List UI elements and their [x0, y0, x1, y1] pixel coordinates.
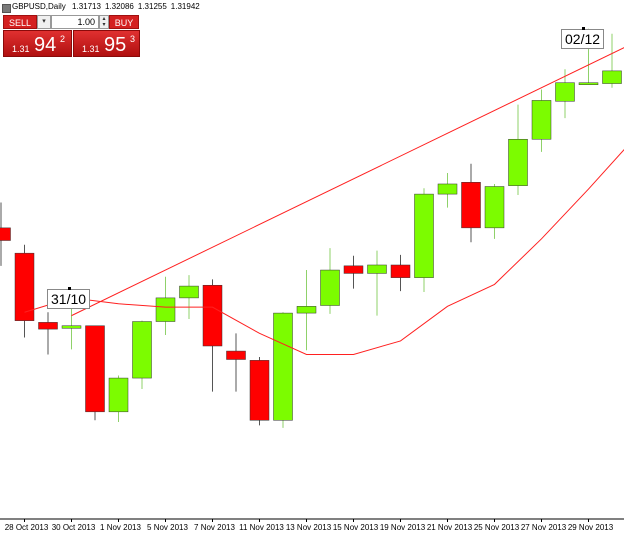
- buy-price-prefix: 1.31: [82, 44, 100, 54]
- candle-body: [343, 265, 364, 274]
- candle-body: [461, 182, 481, 229]
- x-tick-label: 11 Nov 2013: [239, 523, 284, 532]
- x-axis-labels: 28 Oct 2013 30 Oct 2013 1 Nov 2013 5 Nov 20…: [5, 519, 614, 532]
- candle-body: [249, 360, 270, 421]
- sell-price-fraction: 2: [60, 34, 66, 44]
- candle: [14, 244, 35, 338]
- candle: [414, 188, 434, 292]
- x-tick-label: 21 Nov 2013: [427, 523, 473, 532]
- candle: [226, 333, 246, 392]
- open-value: 1.31713: [72, 2, 101, 11]
- low-value: 1.31255: [137, 2, 167, 11]
- candle-body: [226, 350, 246, 360]
- candle: [249, 356, 270, 426]
- chart-symbol-icon: [2, 4, 11, 13]
- candle: [390, 254, 411, 292]
- moving-average-line: [24, 149, 624, 355]
- candle-body: [85, 325, 105, 413]
- candle: [38, 312, 58, 355]
- candle-body: [202, 284, 223, 347]
- sell-price-button[interactable]: 1.31 94 2: [3, 30, 72, 57]
- x-tick-label: 7 Nov 2013: [194, 523, 235, 532]
- candle: [61, 305, 82, 350]
- candle-body: [437, 183, 458, 195]
- candle-body: [555, 82, 575, 102]
- candle-body: [602, 70, 622, 84]
- candle: [85, 325, 105, 421]
- candle-body: [484, 186, 505, 229]
- date-annotation-right: 02/12: [561, 27, 605, 49]
- candle-body: [0, 227, 11, 241]
- candle-body: [414, 193, 434, 278]
- sell-price-pips: 94: [34, 34, 57, 56]
- candle: [602, 33, 622, 88]
- candle-body: [578, 82, 599, 85]
- candle: [461, 163, 481, 243]
- candle-body: [390, 264, 411, 278]
- candle: [179, 275, 199, 319]
- candle-body: [61, 325, 82, 329]
- x-tick-label: 28 Oct 2013: [5, 523, 49, 532]
- indicator-lines: [24, 47, 624, 355]
- candle: [367, 250, 387, 316]
- buy-price-pips: 95: [104, 34, 127, 56]
- candle-body: [273, 312, 293, 421]
- candle: [202, 279, 223, 392]
- candle: [108, 375, 129, 422]
- sell-button[interactable]: SELL: [3, 15, 37, 29]
- x-tick-label: 30 Oct 2013: [52, 523, 96, 532]
- candle-body: [296, 306, 317, 314]
- candle-body: [508, 138, 528, 186]
- x-tick-label: 13 Nov 2013: [286, 523, 332, 532]
- x-tick-label: 5 Nov 2013: [147, 523, 188, 532]
- candle-body: [14, 252, 35, 321]
- date-annotation-left: 31/10: [47, 287, 91, 309]
- candle-body: [155, 297, 176, 322]
- lot-dropdown-icon[interactable]: ▾: [37, 15, 51, 29]
- x-tick-label: 1 Nov 2013: [100, 523, 141, 532]
- trend-line: [71, 47, 624, 317]
- candle: [555, 69, 575, 119]
- close-value: 1.31942: [170, 2, 200, 11]
- candle-body: [132, 321, 152, 379]
- candle: [437, 173, 458, 208]
- candle: [155, 276, 176, 336]
- buy-price-button[interactable]: 1.31 95 3: [73, 30, 140, 57]
- buy-price-fraction: 3: [130, 34, 136, 44]
- high-value: 1.32086: [104, 2, 134, 11]
- candle: [508, 104, 528, 195]
- symbol-label: GBPUSD,Daily: [12, 2, 66, 11]
- candle: [343, 255, 364, 289]
- candle-body: [320, 269, 340, 306]
- x-tick-label: 27 Nov 2013: [521, 523, 567, 532]
- candle: [0, 202, 11, 266]
- candle-body: [531, 100, 552, 140]
- x-tick-label: 19 Nov 2013: [380, 523, 426, 532]
- candle: [132, 320, 152, 390]
- candle: [273, 312, 293, 428]
- candles-group: [0, 28, 622, 428]
- candle: [484, 183, 505, 239]
- candle-body: [179, 285, 199, 299]
- candle-body: [367, 264, 387, 274]
- candle-body: [38, 322, 58, 330]
- lot-size-input[interactable]: 1.00: [51, 15, 99, 29]
- buy-button[interactable]: BUY: [109, 15, 139, 29]
- x-tick-label: 29 Nov 2013: [568, 523, 614, 532]
- x-tick-label: 15 Nov 2013: [333, 523, 379, 532]
- candle: [531, 89, 552, 152]
- chart-header: GBPUSD,Daily 1.31713 1.32086 1.31255 1.3194…: [12, 2, 204, 11]
- sell-price-prefix: 1.31: [12, 44, 30, 54]
- candle: [296, 270, 317, 351]
- lot-spinner-icon[interactable]: ▴ ▾: [99, 15, 109, 29]
- candle-body: [108, 377, 129, 413]
- x-tick-label: 25 Nov 2013: [474, 523, 520, 532]
- candle: [320, 248, 340, 314]
